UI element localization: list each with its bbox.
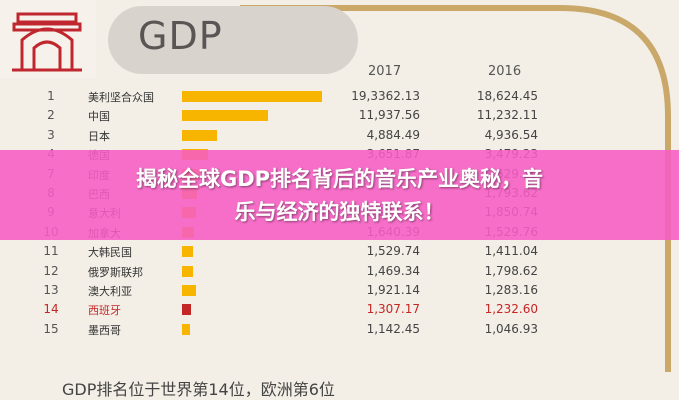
value-2017: 1,469.34 <box>366 263 420 278</box>
bar <box>182 304 192 316</box>
value-2017: 1,142.45 <box>366 321 420 336</box>
banner-line-2: 乐与经济的独特联系！ <box>234 200 445 224</box>
row-rank: 3 <box>47 127 55 142</box>
row-rank: 14 <box>43 302 59 317</box>
value-2017: 1,921.14 <box>366 283 420 297</box>
value-2016: 1,283.16 <box>484 283 538 297</box>
banner-text: 揭秘全球GDP排名背后的音乐产业奥秘，音 乐与经济的独特联系！ <box>24 163 655 229</box>
row-country: 美利坚合众国 <box>88 91 154 104</box>
title-pill <box>108 6 358 74</box>
logo <box>0 0 96 78</box>
value-2017: 11,937.56 <box>358 108 420 123</box>
banner-line-1: 揭秘全球GDP排名背后的音乐产业奥秘，音 <box>135 167 544 191</box>
value-2017: 19,3362.13 <box>351 89 420 103</box>
bar <box>182 265 193 277</box>
row-country: 墨西哥 <box>88 323 121 337</box>
value-2017: 4,884.49 <box>366 127 420 142</box>
bar <box>182 285 196 296</box>
value-2016: 1,232.60 <box>484 302 538 317</box>
bar <box>182 246 194 258</box>
row-rank: 13 <box>43 283 59 297</box>
row-rank: 2 <box>47 108 55 123</box>
column-header-2016: 2016 <box>488 64 522 79</box>
row-rank: 15 <box>43 321 59 336</box>
bar <box>182 129 218 141</box>
value-2016: 1,798.62 <box>484 263 538 278</box>
column-header-2017: 2017 <box>368 64 402 79</box>
value-2016: 1,411.04 <box>484 244 538 259</box>
value-2016: 4,936.54 <box>484 127 538 142</box>
value-2016: 11,232.11 <box>476 108 538 123</box>
bar <box>182 110 269 122</box>
value-2017: 1,307.17 <box>366 302 420 317</box>
row-rank: 1 <box>47 89 55 103</box>
row-country: 俄罗斯联邦 <box>88 265 143 279</box>
bar <box>182 91 322 102</box>
value-2017: 1,529.74 <box>366 244 420 259</box>
row-country: 大韩民国 <box>88 246 132 260</box>
row-country: 中国 <box>88 110 110 124</box>
value-2016: 1,046.93 <box>484 321 538 336</box>
row-country: 西班牙 <box>88 304 121 318</box>
row-country: 澳大利亚 <box>88 285 132 298</box>
value-2016: 18,624.45 <box>476 89 538 103</box>
row-country: 日本 <box>88 129 110 143</box>
chart-footer: GDP排名位于世界第14位，欧洲第6位 <box>62 380 335 399</box>
row-rank: 11 <box>43 244 59 259</box>
arch-icon <box>12 12 82 72</box>
chart-title: GDP <box>138 14 223 58</box>
overlay-banner <box>0 150 679 240</box>
row-rank: 12 <box>43 263 59 278</box>
bar <box>182 323 191 335</box>
